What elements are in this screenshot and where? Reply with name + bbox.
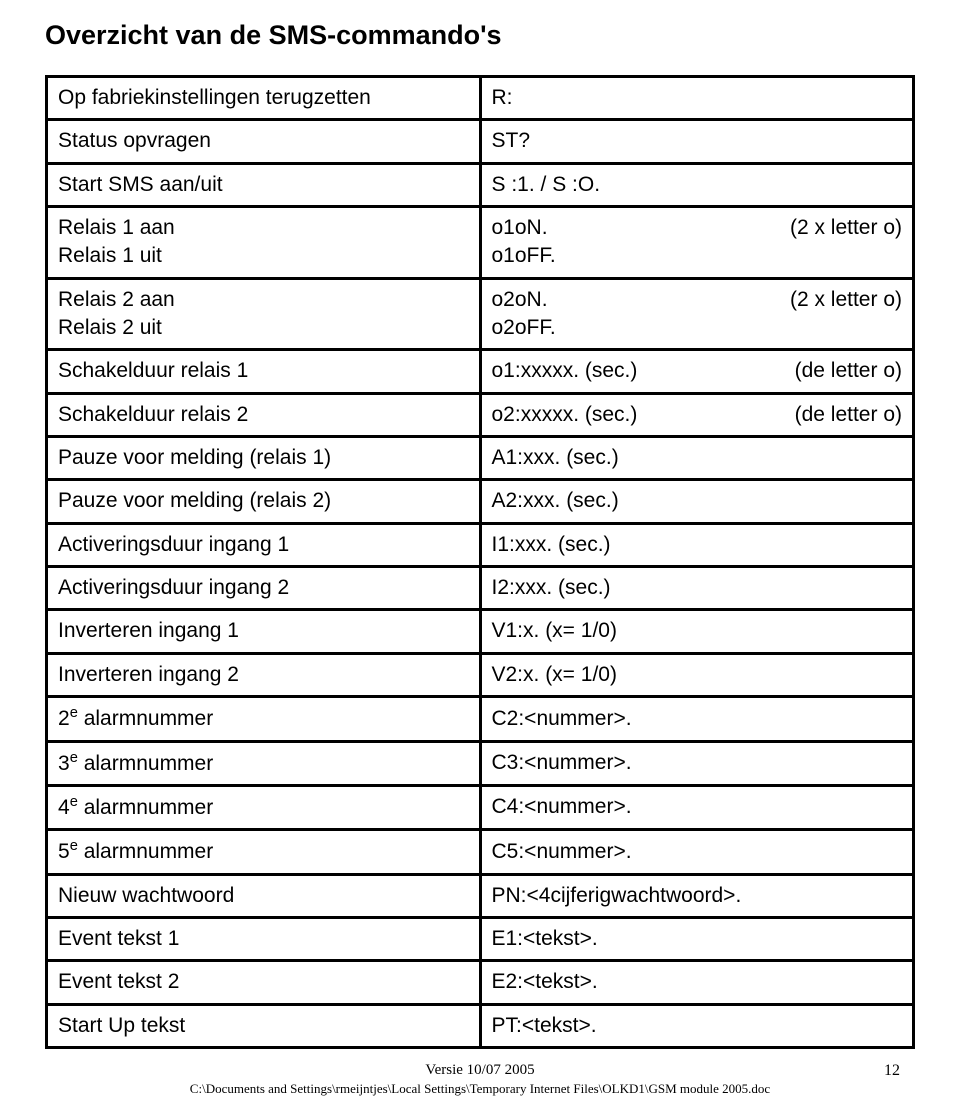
table-row: 2e alarmnummerC2:<nummer>. [47,697,914,741]
page-footer: Versie 10/07 2005 12 C:\Documents and Se… [0,1062,960,1097]
command-note: (de letter o) [795,401,902,429]
command-description: Event tekst 2 [47,961,481,1004]
command-syntax: V1:x. (x= 1/0) [480,610,914,653]
command-syntax: o2:xxxxx. (sec.)(de letter o) [480,393,914,436]
command-syntax: I2:xxx. (sec.) [480,567,914,610]
command-note: (2 x letter o) [790,286,902,343]
command-description: Event tekst 1 [47,917,481,960]
command-note: (de letter o) [795,357,902,385]
command-description: Relais 2 aanRelais 2 uit [47,278,481,350]
command-syntax: o2oN.o2oFF.(2 x letter o) [480,278,914,350]
command-description: 5e alarmnummer [47,830,481,874]
command-syntax: V2:x. (x= 1/0) [480,653,914,696]
table-row: Nieuw wachtwoordPN:<4cijferigwachtwoord>… [47,874,914,917]
command-description: Activeringsduur ingang 2 [47,567,481,610]
command-syntax: I1:xxx. (sec.) [480,523,914,566]
command-description: 3e alarmnummer [47,741,481,785]
command-syntax: R: [480,77,914,120]
footer-page-number: 12 [884,1062,900,1080]
command-description: Start Up tekst [47,1004,481,1047]
command-syntax: PT:<tekst>. [480,1004,914,1047]
command-syntax: o1oN.o1oFF.(2 x letter o) [480,207,914,279]
command-description: 4e alarmnummer [47,785,481,829]
table-row: 5e alarmnummerC5:<nummer>. [47,830,914,874]
command-description: Schakelduur relais 2 [47,393,481,436]
command-description: Pauze voor melding (relais 2) [47,480,481,523]
table-row: Inverteren ingang 2V2:x. (x= 1/0) [47,653,914,696]
table-row: Inverteren ingang 1V1:x. (x= 1/0) [47,610,914,653]
commands-table: Op fabriekinstellingen terugzettenR:Stat… [45,75,915,1049]
command-syntax: PN:<4cijferigwachtwoord>. [480,874,914,917]
table-row: Schakelduur relais 1o1:xxxxx. (sec.)(de … [47,350,914,393]
table-row: 4e alarmnummerC4:<nummer>. [47,785,914,829]
table-row: Event tekst 2E2:<tekst>. [47,961,914,1004]
command-syntax: C2:<nummer>. [480,697,914,741]
table-row: Pauze voor melding (relais 2)A2:xxx. (se… [47,480,914,523]
command-description: Activeringsduur ingang 1 [47,523,481,566]
command-syntax: A1:xxx. (sec.) [480,437,914,480]
footer-path: C:\Documents and Settings\rmeijntjes\Loc… [0,1081,960,1097]
command-syntax: A2:xxx. (sec.) [480,480,914,523]
command-description: Inverteren ingang 1 [47,610,481,653]
command-description: Op fabriekinstellingen terugzetten [47,77,481,120]
table-row: 3e alarmnummerC3:<nummer>. [47,741,914,785]
table-row: Status opvragenST? [47,120,914,163]
command-description: Pauze voor melding (relais 1) [47,437,481,480]
table-row: Event tekst 1E1:<tekst>. [47,917,914,960]
command-syntax: C3:<nummer>. [480,741,914,785]
command-description: Nieuw wachtwoord [47,874,481,917]
command-description: 2e alarmnummer [47,697,481,741]
table-row: Activeringsduur ingang 1I1:xxx. (sec.) [47,523,914,566]
table-row: Op fabriekinstellingen terugzettenR: [47,77,914,120]
command-syntax: C5:<nummer>. [480,830,914,874]
command-description: Start SMS aan/uit [47,163,481,206]
command-note: (2 x letter o) [790,214,902,271]
command-description: Schakelduur relais 1 [47,350,481,393]
command-syntax: E1:<tekst>. [480,917,914,960]
command-syntax: C4:<nummer>. [480,785,914,829]
command-syntax: E2:<tekst>. [480,961,914,1004]
command-syntax: o1:xxxxx. (sec.)(de letter o) [480,350,914,393]
command-description: Status opvragen [47,120,481,163]
table-row: Pauze voor melding (relais 1)A1:xxx. (se… [47,437,914,480]
table-row: Activeringsduur ingang 2I2:xxx. (sec.) [47,567,914,610]
table-row: Start Up tekstPT:<tekst>. [47,1004,914,1047]
table-row: Schakelduur relais 2o2:xxxxx. (sec.)(de … [47,393,914,436]
command-description: Relais 1 aanRelais 1 uit [47,207,481,279]
command-syntax: ST? [480,120,914,163]
footer-version: Versie 10/07 2005 [425,1062,534,1079]
page-title: Overzicht van de SMS-commando's [45,20,915,51]
table-row: Start SMS aan/uitS :1. / S :O. [47,163,914,206]
table-row: Relais 1 aanRelais 1 uito1oN.o1oFF.(2 x … [47,207,914,279]
table-row: Relais 2 aanRelais 2 uito2oN.o2oFF.(2 x … [47,278,914,350]
command-syntax: S :1. / S :O. [480,163,914,206]
command-description: Inverteren ingang 2 [47,653,481,696]
